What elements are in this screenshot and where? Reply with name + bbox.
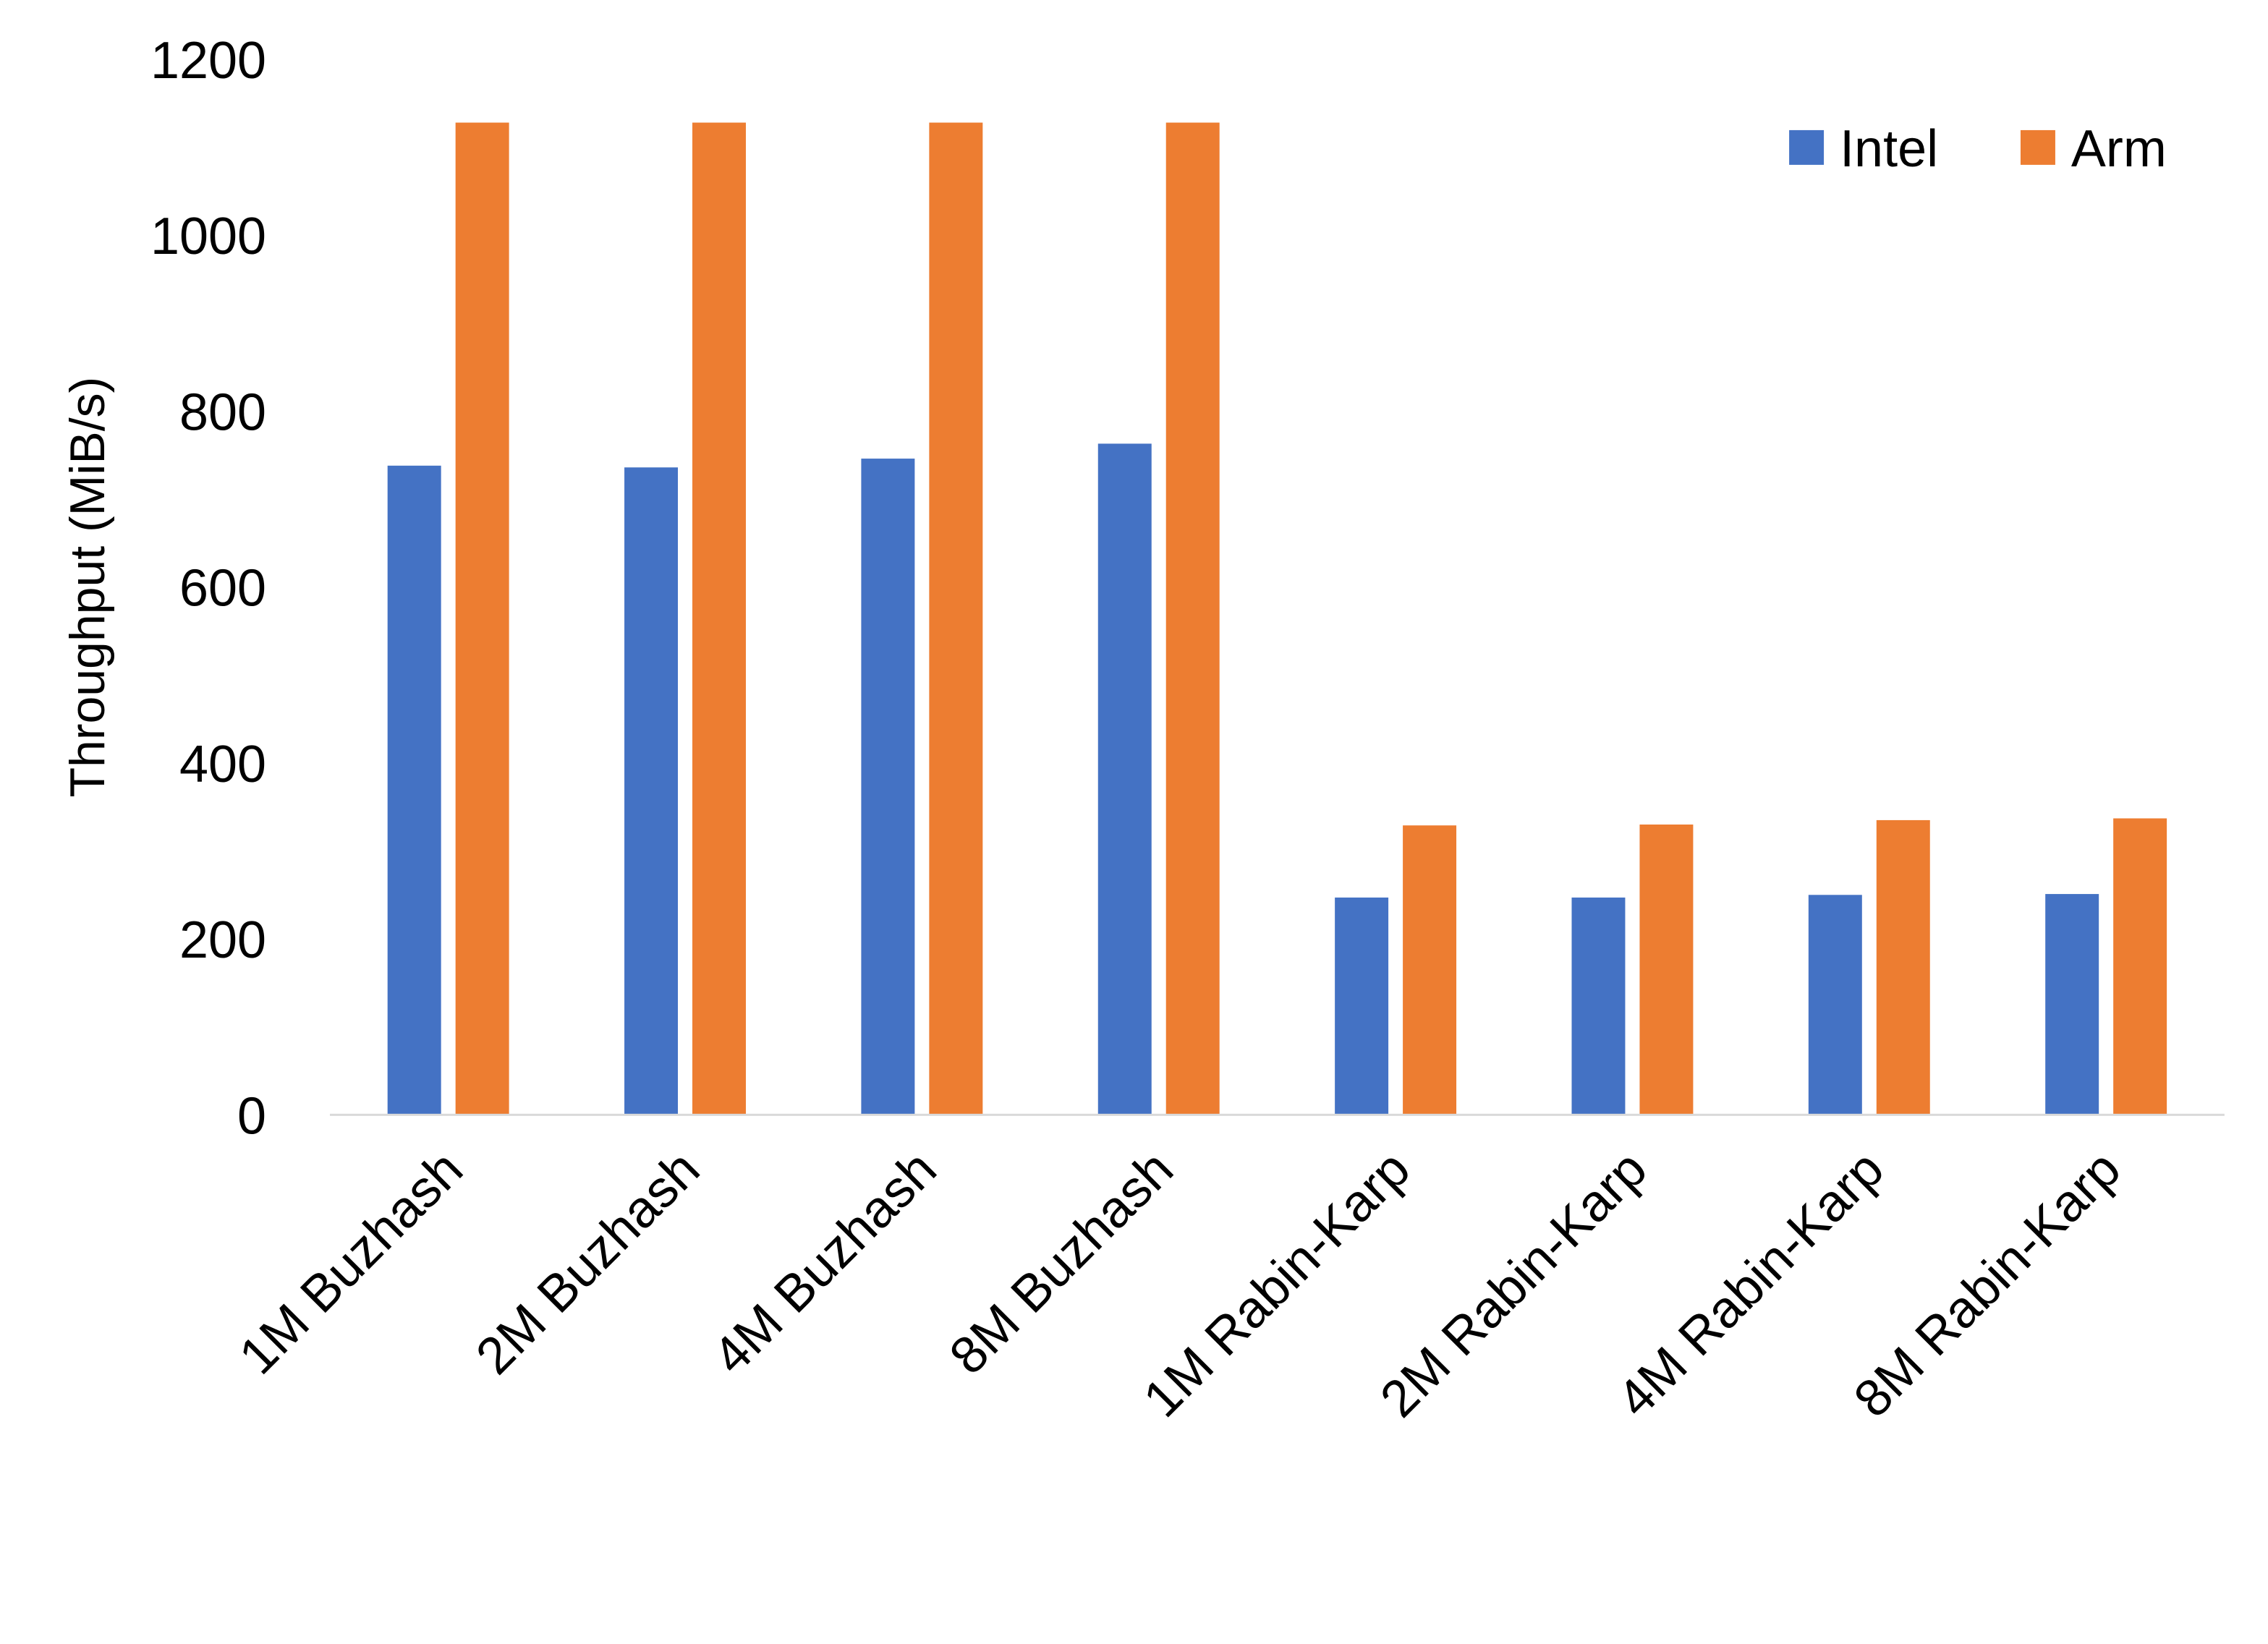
bar-intel-2 xyxy=(624,467,679,1115)
bar-intel-4 xyxy=(1097,443,1152,1115)
y-tick-label: 400 xyxy=(179,736,266,793)
bars xyxy=(387,122,2167,1115)
y-tick-label: 200 xyxy=(179,911,266,969)
y-tick-label: 0 xyxy=(237,1087,266,1145)
bar-intel-7 xyxy=(1808,895,1862,1115)
legend: Intel Arm xyxy=(1789,120,2167,178)
legend-swatch-intel xyxy=(1789,129,1825,165)
legend-label-arm: Arm xyxy=(2071,120,2167,178)
bar-intel-8 xyxy=(2045,894,2099,1115)
bar-intel-6 xyxy=(1571,897,1626,1115)
bar-intel-3 xyxy=(861,459,915,1115)
bar-arm-2 xyxy=(692,122,746,1115)
bar-arm-7 xyxy=(1876,819,1930,1115)
y-tick-label: 600 xyxy=(179,560,266,618)
bar-intel-1 xyxy=(387,465,441,1115)
bar-intel-5 xyxy=(1335,897,1389,1115)
x-tick-label: 8M Buzhash xyxy=(939,1140,1184,1385)
y-tick-labels: 0 200 400 600 800 1000 1200 xyxy=(150,32,266,1145)
bar-arm-8 xyxy=(2113,818,2167,1115)
y-tick-label: 1000 xyxy=(150,208,266,265)
bar-arm-3 xyxy=(929,122,983,1115)
x-tick-label: 4M Buzhash xyxy=(702,1140,947,1385)
y-tick-label: 800 xyxy=(179,383,266,441)
bar-arm-1 xyxy=(455,122,509,1115)
bar-arm-4 xyxy=(1165,122,1220,1115)
x-tick-label: 1M Buzhash xyxy=(229,1140,474,1385)
y-axis-label: Throughput (MiB/s) xyxy=(60,377,115,798)
bar-arm-5 xyxy=(1403,825,1457,1115)
legend-label-intel: Intel xyxy=(1840,120,1938,178)
x-tick-label: 2M Buzhash xyxy=(465,1140,710,1385)
bar-arm-6 xyxy=(1639,824,1694,1115)
legend-swatch-arm xyxy=(2020,129,2055,165)
y-tick-label: 1200 xyxy=(150,32,266,90)
